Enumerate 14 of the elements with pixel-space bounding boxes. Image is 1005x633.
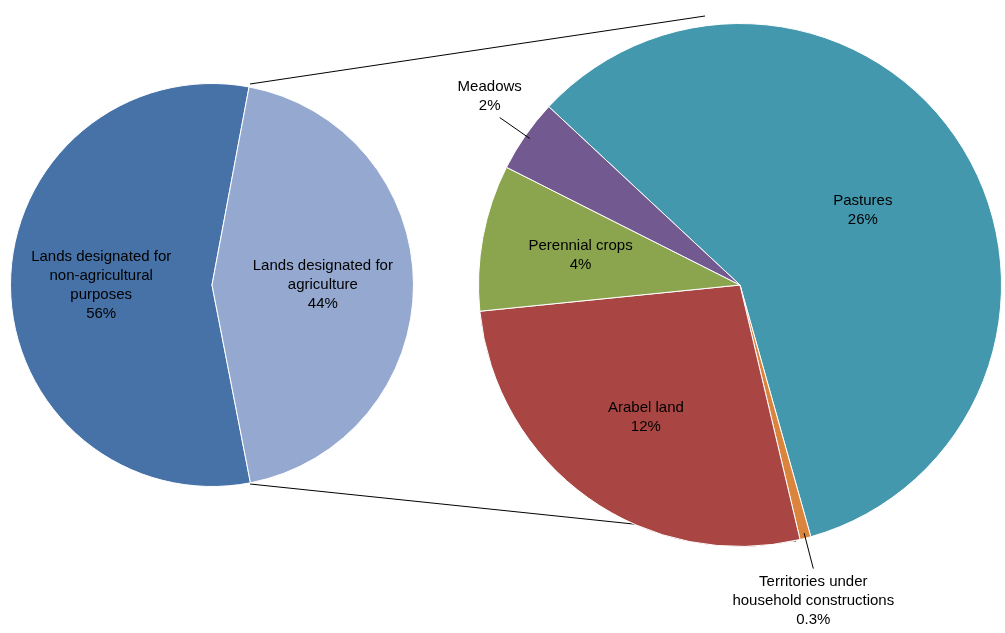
data-label: 44% <box>307 293 338 311</box>
slice-label: Perennial crops <box>528 236 633 254</box>
data-label: 12% <box>630 416 661 434</box>
slice-label: Territories under household constructions <box>732 572 895 609</box>
slice-label: Meadows <box>457 77 522 95</box>
slice-label: Lands designated for non-agricultural purposes <box>31 247 172 303</box>
slice-label: Pastures <box>833 190 893 208</box>
data-label: 26% <box>847 209 878 227</box>
data-label: 4% <box>569 255 592 273</box>
data-label: 0.3% <box>796 610 831 628</box>
slice-label: Arabel land <box>607 397 684 415</box>
data-label: 56% <box>86 304 117 322</box>
data-label: 2% <box>478 96 501 114</box>
slice-label: Lands designated for agriculture <box>252 255 393 292</box>
